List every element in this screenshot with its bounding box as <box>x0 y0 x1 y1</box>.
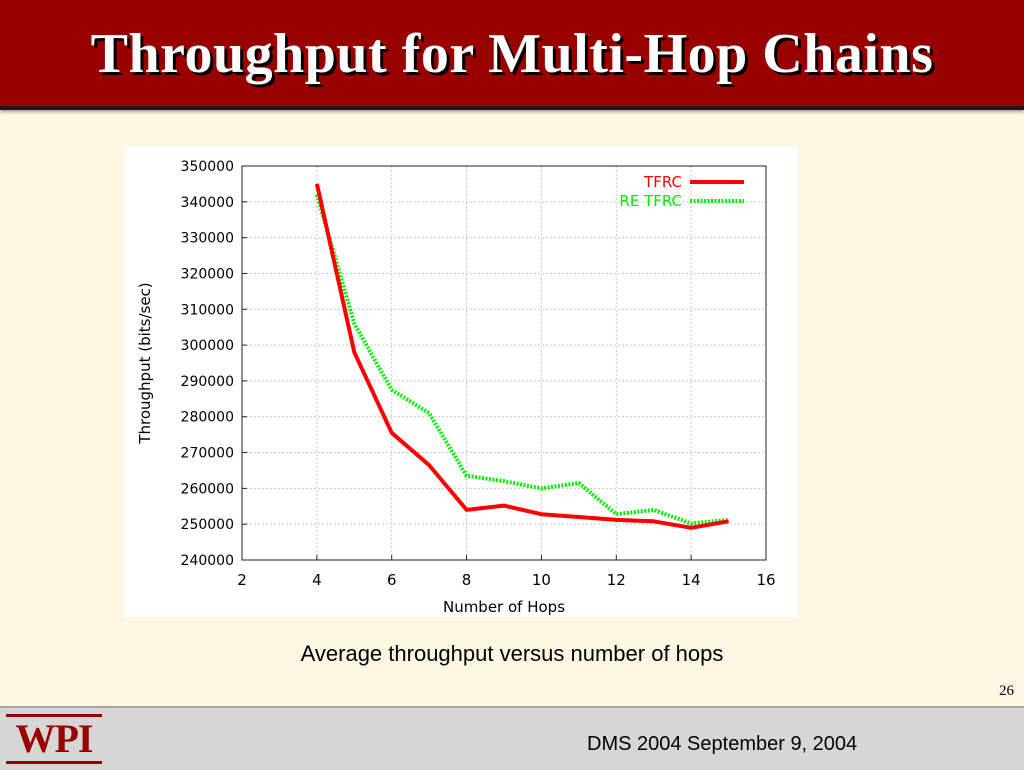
x-tick-label: 12 <box>607 571 626 589</box>
x-tick-label: 8 <box>462 571 472 589</box>
page-number: 26 <box>999 683 1014 700</box>
y-tick-label: 330000 <box>181 231 234 247</box>
logo-text: WPI <box>16 719 93 759</box>
y-tick-label: 290000 <box>181 374 234 390</box>
y-tick-label: 260000 <box>181 481 234 497</box>
x-tick-label: 10 <box>532 571 551 589</box>
series-line-re-tfrc <box>317 195 729 524</box>
series-line-tfrc <box>317 184 729 528</box>
footer-bar <box>0 706 1024 770</box>
y-axis-label: Throughput (bits/sec) <box>136 282 154 444</box>
x-axis-label: Number of Hops <box>443 598 565 616</box>
y-tick-label: 250000 <box>181 517 234 533</box>
x-tick-label: 14 <box>682 571 701 589</box>
x-tick-label: 2 <box>237 571 247 589</box>
legend-label: RE TFRC <box>619 192 682 210</box>
x-tick-label: 16 <box>756 571 775 589</box>
chart-panel: Throughput (bits/sec) Number of Hops 240… <box>124 146 798 617</box>
y-tick-label: 350000 <box>181 159 234 175</box>
footer-text: DMS 2004 September 9, 2004 <box>587 733 857 756</box>
y-tick-label: 340000 <box>181 195 234 211</box>
y-tick-label: 300000 <box>181 338 234 354</box>
x-tick-label: 4 <box>312 571 322 589</box>
legend-label: TFRC <box>643 173 682 191</box>
y-tick-label: 320000 <box>181 266 234 282</box>
plot-frame <box>242 166 766 560</box>
slide-title: Throughput for Multi-Hop Chains <box>0 22 1024 86</box>
throughput-chart: Throughput (bits/sec) Number of Hops 240… <box>124 146 798 617</box>
y-tick-label: 240000 <box>181 553 234 569</box>
figure-caption: Average throughput versus number of hops <box>0 641 1024 667</box>
y-tick-label: 270000 <box>181 446 234 462</box>
x-tick-label: 6 <box>387 571 397 589</box>
y-tick-label: 280000 <box>181 410 234 426</box>
y-tick-label: 310000 <box>181 302 234 318</box>
wpi-logo: WPI <box>6 714 102 764</box>
